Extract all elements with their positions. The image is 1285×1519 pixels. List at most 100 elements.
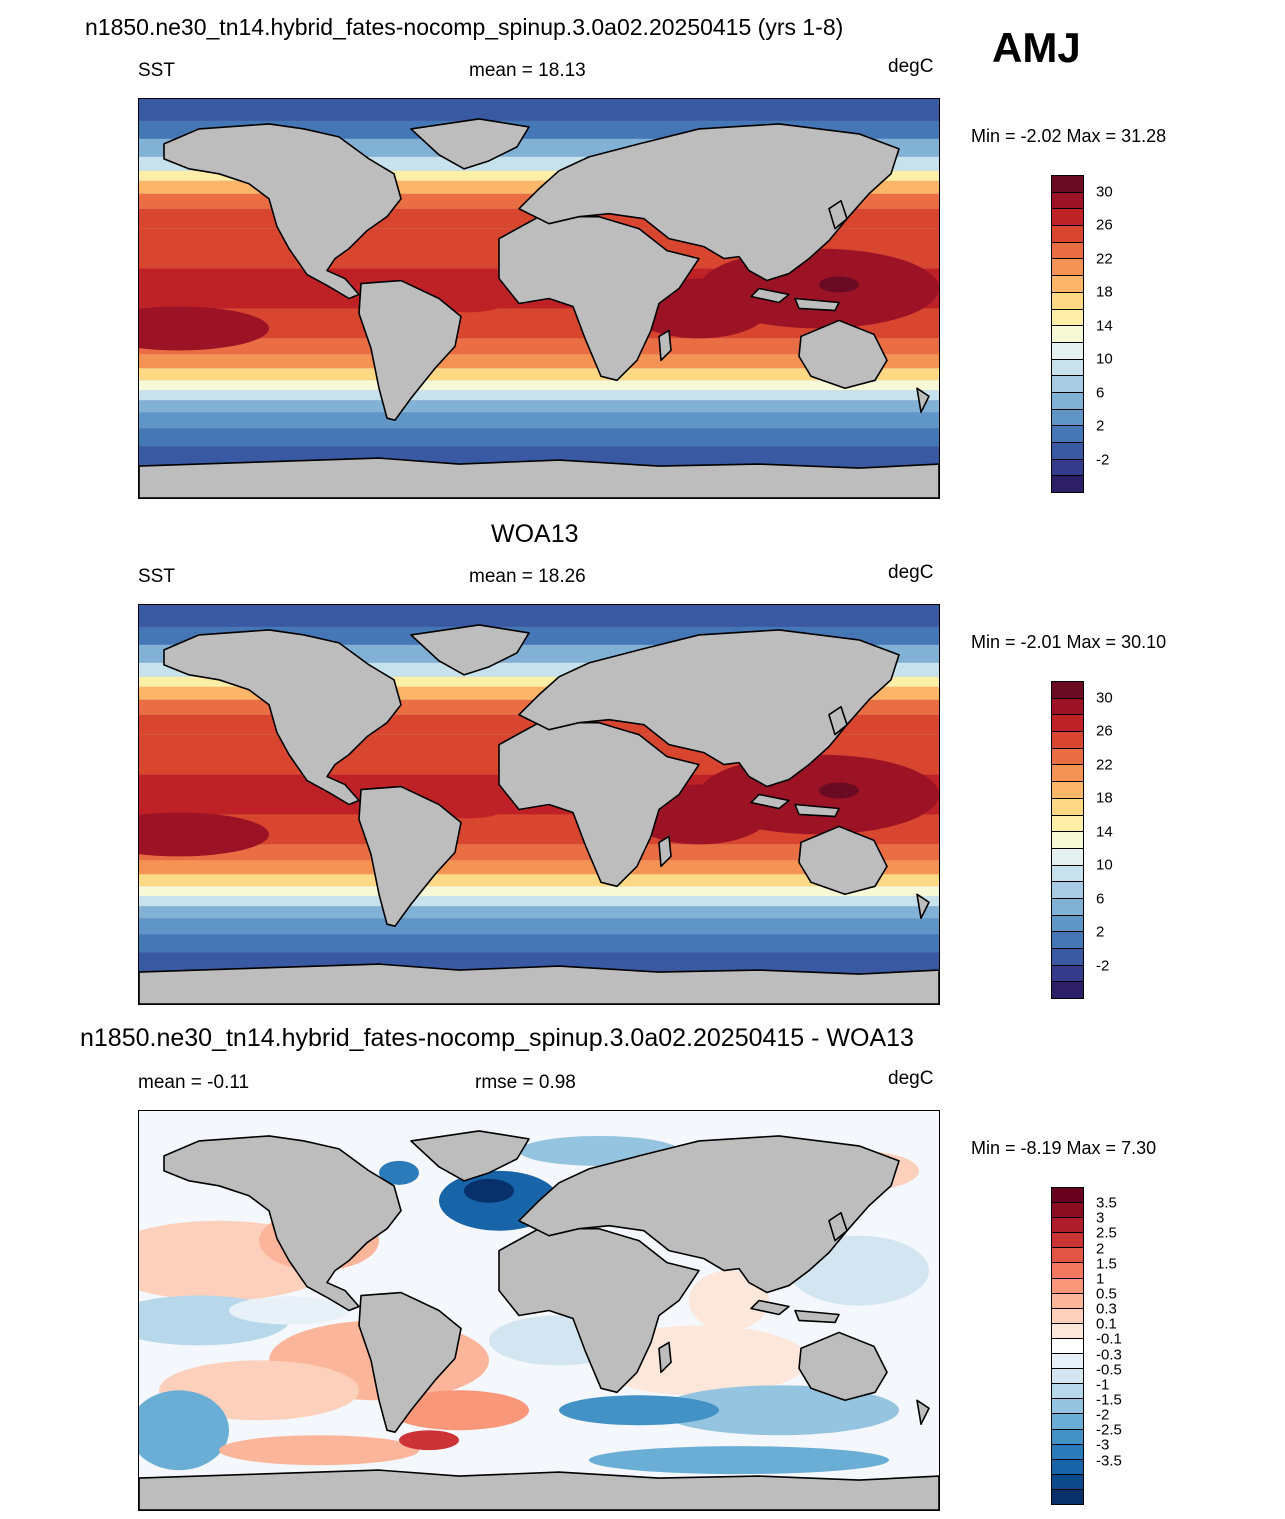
panel-model-minmax-label: Min = -2.02 Max = 31.28 xyxy=(971,126,1167,146)
colorbar-tick-label: 2 xyxy=(1096,1240,1105,1258)
land-mask xyxy=(139,1130,939,1510)
continent-outline xyxy=(410,1130,530,1182)
colorbar-swatch xyxy=(1052,948,1083,965)
colorbar-swatch xyxy=(1052,258,1083,276)
colorbar-swatch xyxy=(1052,208,1083,226)
colorbar-tick-label: 1.5 xyxy=(1096,1255,1117,1273)
continent-outline xyxy=(798,319,888,390)
land-mask xyxy=(139,624,939,1004)
colorbar-swatch xyxy=(1052,1383,1083,1399)
colorbar-tick-label: 30 xyxy=(1096,689,1113,707)
figure-title: n1850.ne30_tn14.hybrid_fates-nocomp_spin… xyxy=(85,14,844,40)
panel-model-map xyxy=(138,98,940,499)
colorbar-swatch xyxy=(1052,1247,1083,1263)
panel-obs-units-label: degC xyxy=(888,562,934,583)
colorbar-swatch xyxy=(1052,1443,1083,1459)
sst-band xyxy=(139,896,939,907)
land-mask xyxy=(139,118,939,498)
continent-outline xyxy=(798,825,888,896)
colorbar-swatch xyxy=(1052,408,1083,426)
colorbar-swatch xyxy=(1052,864,1083,882)
colorbar-tick-label: 0.3 xyxy=(1096,1300,1117,1318)
colorbar-tick-label: 26 xyxy=(1096,216,1113,234)
sst-band xyxy=(139,170,939,181)
colorbar-swatch xyxy=(1052,682,1083,698)
sst-band xyxy=(139,400,939,413)
colorbar-swatch xyxy=(1052,176,1083,192)
colorbar-swatch xyxy=(1052,981,1083,999)
season-label: AMJ xyxy=(992,24,1081,71)
sst-band xyxy=(139,844,939,861)
continent-outline xyxy=(518,123,900,282)
colorbar-swatch xyxy=(1052,1262,1083,1278)
colorbar-swatch xyxy=(1052,241,1083,259)
colorbar-swatch xyxy=(1052,291,1083,309)
sst-band xyxy=(139,354,939,369)
sst-warm-pool xyxy=(819,276,859,293)
colorbar-tick-label: 3 xyxy=(1096,1209,1105,1227)
continent-outline xyxy=(358,785,462,927)
panel-diff-colorbar xyxy=(1051,1187,1084,1505)
continent-outline xyxy=(498,215,700,382)
panel-diff-map xyxy=(138,1110,940,1511)
diff-anomaly-patch xyxy=(589,1446,889,1475)
panel-obs-minmax-label: Min = -2.01 Max = 30.10 xyxy=(971,632,1167,652)
colorbar-swatch xyxy=(1052,358,1083,376)
continent-outline xyxy=(163,629,402,806)
panel-diff-mean-label: mean = -0.11 xyxy=(138,1072,250,1093)
colorbar-swatch xyxy=(1052,225,1083,242)
colorbar-swatch xyxy=(1052,1353,1083,1369)
colorbar-tick-label: 2 xyxy=(1096,417,1105,435)
sst-band xyxy=(139,338,939,355)
colorbar-swatch xyxy=(1052,964,1083,982)
colorbar-tick-label: 22 xyxy=(1096,250,1113,268)
continent-outline xyxy=(518,629,900,788)
colorbar-tick-label: -1 xyxy=(1096,1376,1110,1394)
sst-band xyxy=(139,99,939,121)
colorbar-swatch xyxy=(1052,341,1083,359)
colorbar-tick-label: 10 xyxy=(1096,856,1113,874)
continent-outline xyxy=(828,705,848,736)
continent-outline xyxy=(410,624,530,676)
colorbar-tick-label: -2 xyxy=(1096,451,1110,469)
colorbar-tick-label: 6 xyxy=(1096,384,1105,402)
sst-warm-pool xyxy=(139,306,269,351)
continent-outline xyxy=(163,123,402,300)
continent-outline xyxy=(139,1469,939,1510)
colorbar-swatch xyxy=(1052,325,1083,342)
panel-obs-title: WOA13 xyxy=(491,520,579,548)
sst-band xyxy=(139,412,939,429)
sst-warm-pool xyxy=(429,284,509,313)
sst-band xyxy=(139,874,939,887)
panel-diff-title: n1850.ne30_tn14.hybrid_fates-nocomp_spin… xyxy=(80,1024,914,1052)
diff-anomaly-patch xyxy=(399,1430,459,1451)
colorbar-swatch xyxy=(1052,914,1083,932)
continent-outline xyxy=(358,279,462,421)
colorbar-tick-label: -3.5 xyxy=(1096,1452,1122,1470)
continent-outline xyxy=(798,1331,888,1402)
colorbar-swatch xyxy=(1052,1473,1083,1489)
sst-band xyxy=(139,906,939,919)
colorbar-swatch xyxy=(1052,425,1083,442)
sst-band xyxy=(139,380,939,391)
colorbar-tick-label: -3 xyxy=(1096,1436,1110,1454)
colorbar-swatch xyxy=(1052,475,1083,493)
continent-outline xyxy=(658,1341,672,1374)
colorbar-swatch xyxy=(1052,781,1083,798)
colorbar-tick-label: -2.5 xyxy=(1096,1421,1122,1439)
colorbar-swatch xyxy=(1052,308,1083,326)
diff-anomaly-patch xyxy=(139,1390,229,1471)
colorbar-swatch xyxy=(1052,1277,1083,1293)
colorbar-tick-label: 2.5 xyxy=(1096,1224,1117,1242)
colorbar-swatch xyxy=(1052,764,1083,782)
continent-outline xyxy=(916,893,930,920)
panel-model-colorbar xyxy=(1051,175,1084,493)
sst-band xyxy=(139,886,939,897)
colorbar-tick-label: -2 xyxy=(1096,957,1110,975)
colorbar-swatch xyxy=(1052,1232,1083,1248)
diff-anomaly-patch xyxy=(689,1270,769,1331)
colorbar-swatch xyxy=(1052,697,1083,715)
colorbar-swatch xyxy=(1052,814,1083,832)
colorbar-tick-label: -0.5 xyxy=(1096,1361,1122,1379)
colorbar-tick-label: 1 xyxy=(1096,1270,1105,1288)
